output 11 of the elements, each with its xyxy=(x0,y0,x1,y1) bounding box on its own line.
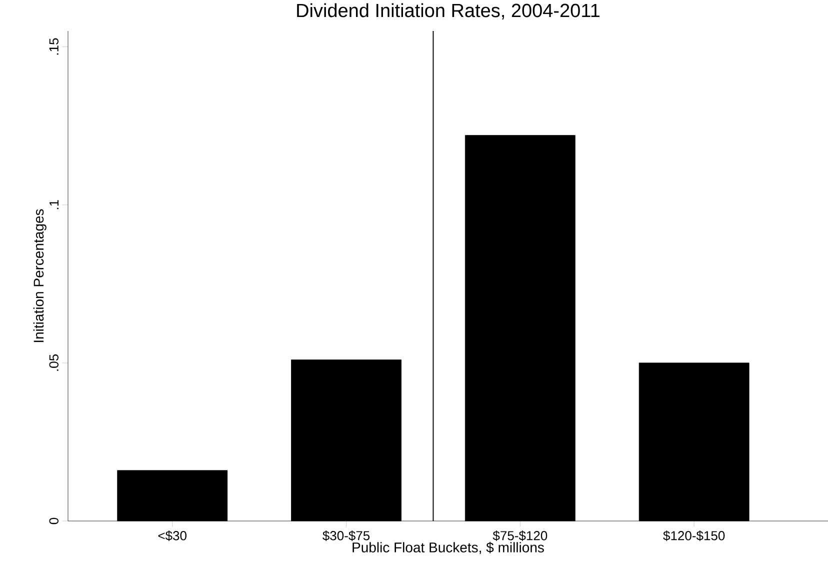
y-axis-title: Initiation Percentages xyxy=(33,209,46,342)
x-tick-label: $30-$75 xyxy=(322,530,370,542)
y-tick-label: .1 xyxy=(50,200,58,210)
x-tick-label: $75-$120 xyxy=(492,530,548,542)
x-tick-label: <$30 xyxy=(158,530,186,542)
chart-title: Dividend Initiation Rates, 2004-2011 xyxy=(297,3,600,20)
y-tick-label: .05 xyxy=(49,354,58,371)
y-tick-label: .15 xyxy=(49,38,58,55)
x-axis-title: Public Float Buckets, $ millions xyxy=(352,542,544,554)
y-tick-label: 0 xyxy=(49,518,58,524)
x-tick-label: $120-$150 xyxy=(663,530,725,542)
